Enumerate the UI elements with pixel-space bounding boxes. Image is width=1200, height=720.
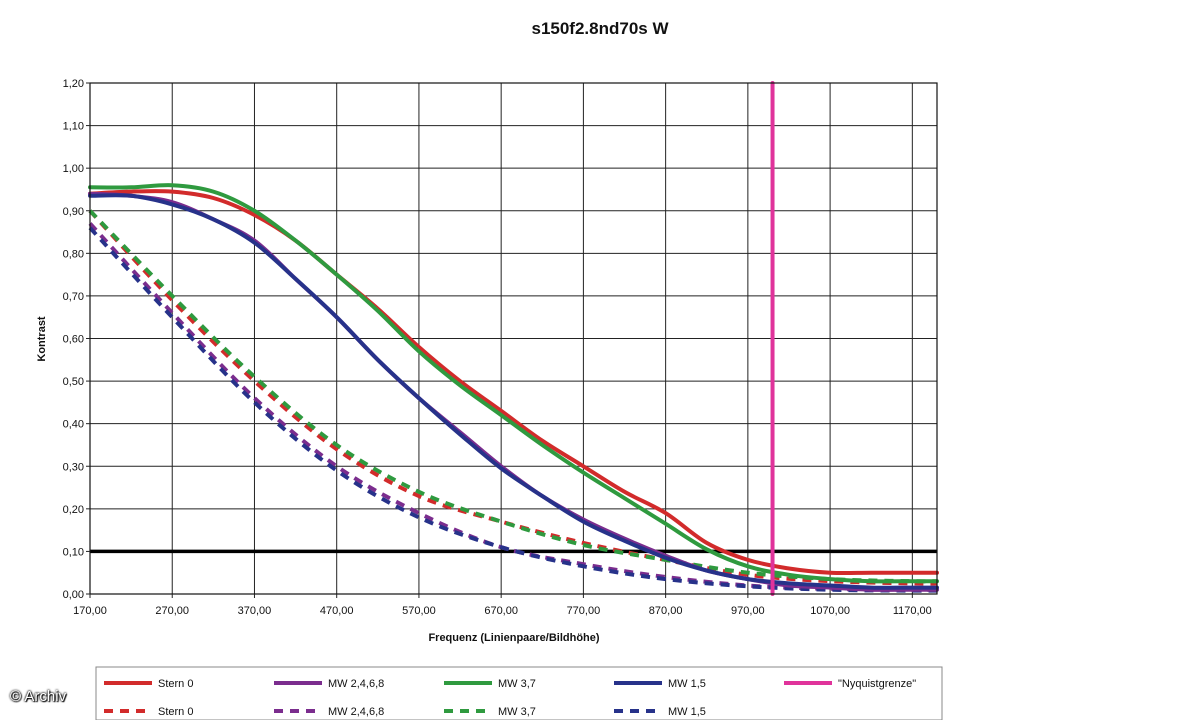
x-tick-label: 270,00 [155, 605, 189, 617]
y-tick-label: 0,90 [63, 206, 84, 218]
x-tick-label: 370,00 [238, 605, 272, 617]
y-tick-label: 1,00 [63, 163, 84, 175]
y-tick-label: 0,70 [63, 291, 84, 303]
legend-label: MW 1,5 [668, 706, 706, 718]
y-tick-label: 0,20 [63, 504, 84, 516]
y-tick-label: 0,30 [63, 461, 84, 473]
legend-label: Stern 0 [158, 706, 193, 718]
series-line-7 [88, 209, 938, 584]
legend: Stern 0 MW 2,4,6,8 MW 3,7 MW 1,5 "Nyquistgre… [95, 666, 943, 720]
legend-label: Stern 0 [158, 678, 193, 690]
x-tick-label: 1170,00 [893, 605, 932, 617]
legend-label: MW 3,7 [498, 678, 536, 690]
y-axis-ticks: 0,00 0,10 0,20 0,30 0,40 0,50 0,60 0,70 0,80 0,90… [63, 78, 90, 601]
chart-title: s150f2.8nd70s W [531, 19, 669, 38]
x-tick-label: 170,00 [73, 605, 107, 617]
series-line-3 [88, 193, 939, 590]
y-axis-label: Kontrast [36, 316, 48, 362]
x-tick-label: 870,00 [649, 605, 683, 617]
x-tick-label: 770,00 [567, 605, 601, 617]
x-tick-label: 970,00 [731, 605, 765, 617]
y-tick-label: 0,10 [63, 546, 84, 558]
legend-label: MW 2,4,6,8 [328, 678, 384, 690]
y-tick-label: 0,80 [63, 248, 84, 260]
y-tick-label: 0,00 [63, 589, 84, 601]
x-axis-label: Frequenz (Linienpaare/Bildhöhe) [428, 632, 599, 644]
y-tick-label: 1,20 [63, 78, 84, 90]
x-tick-label: 1070,00 [810, 605, 850, 617]
legend-label: MW 1,5 [668, 678, 706, 690]
y-tick-label: 1,10 [63, 121, 84, 133]
y-tick-label: 0,60 [63, 334, 84, 346]
watermark: © Archiv [10, 688, 67, 705]
y-tick-label: 0,50 [63, 376, 84, 388]
legend-box [95, 666, 943, 720]
series-line-2 [88, 183, 939, 584]
series-line-5 [88, 209, 938, 586]
x-axis-ticks: 170,00 270,00 370,00 470,00 570,00 670,00 770,… [73, 594, 932, 617]
series-line-8 [88, 226, 938, 593]
legend-label: MW 2,4,6,8 [328, 706, 384, 718]
series-line-0 [88, 189, 939, 576]
chart-series [88, 81, 939, 596]
legend-label: "Nyquistgrenze" [838, 678, 916, 690]
x-tick-label: 670,00 [484, 605, 518, 617]
series-line-6 [88, 222, 938, 592]
x-tick-label: 470,00 [320, 605, 354, 617]
y-tick-label: 0,40 [63, 419, 84, 431]
x-tick-label: 570,00 [402, 605, 436, 617]
legend-label: MW 3,7 [498, 706, 536, 718]
